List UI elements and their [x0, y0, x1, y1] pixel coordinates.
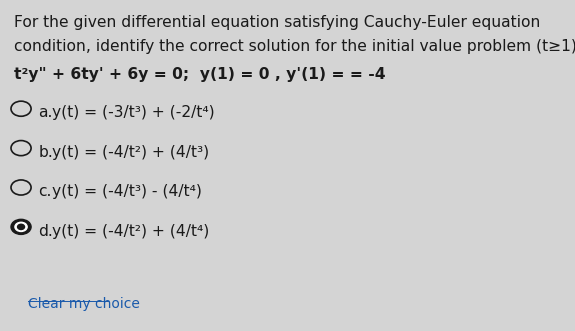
Text: y(t) = (-3/t³) + (-2/t⁴): y(t) = (-3/t³) + (-2/t⁴) [52, 106, 214, 120]
Circle shape [11, 219, 31, 234]
Text: y(t) = (-4/t²) + (4/t³): y(t) = (-4/t²) + (4/t³) [52, 145, 209, 160]
Text: condition, identify the correct solution for the initial value problem (t≥1).: condition, identify the correct solution… [14, 39, 575, 54]
Text: Clear my choice: Clear my choice [28, 297, 140, 311]
Text: y(t) = (-4/t³) - (4/t⁴): y(t) = (-4/t³) - (4/t⁴) [52, 184, 201, 199]
Text: For the given differential equation satisfying Cauchy-Euler equation: For the given differential equation sati… [14, 15, 541, 29]
Text: a.: a. [39, 106, 53, 120]
Circle shape [18, 224, 25, 229]
Circle shape [15, 222, 27, 231]
Text: c.: c. [39, 184, 52, 199]
Text: y(t) = (-4/t²) + (4/t⁴): y(t) = (-4/t²) + (4/t⁴) [52, 224, 209, 239]
Text: t²y" + 6ty' + 6y = 0;  y(1) = 0 , y'(1) = = -4: t²y" + 6ty' + 6y = 0; y(1) = 0 , y'(1) =… [14, 67, 386, 82]
Text: b.: b. [39, 145, 53, 160]
Text: d.: d. [39, 224, 53, 239]
